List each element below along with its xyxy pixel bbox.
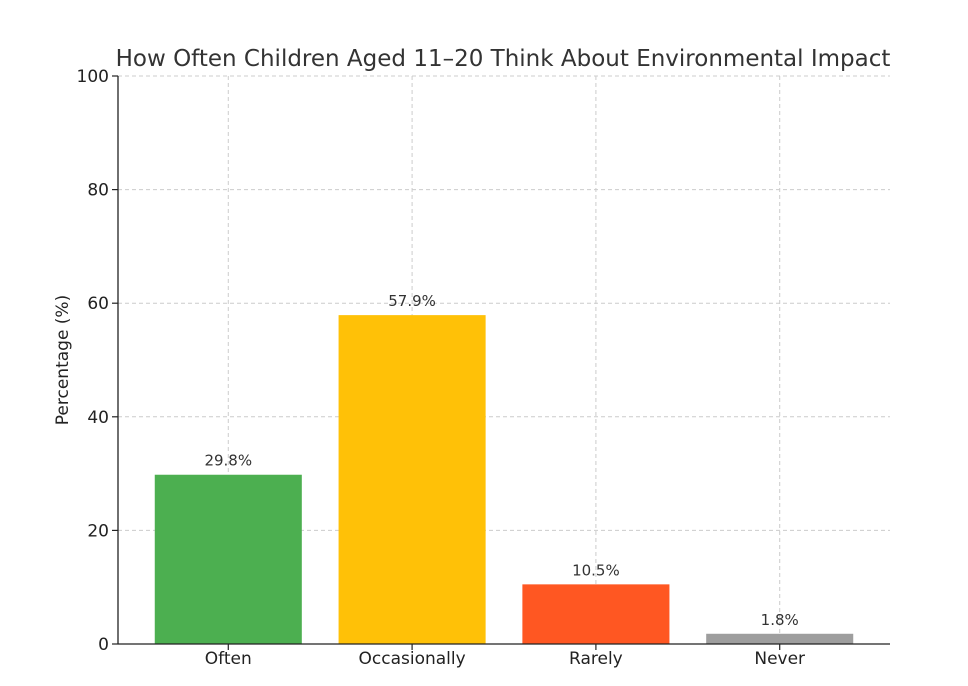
bar-rarely [522,584,670,644]
chart-title: How Often Children Aged 11–20 Think Abou… [116,46,891,72]
y-axis-label: Percentage (%) [53,295,73,425]
y-tick-label-20: 20 [87,521,109,541]
bar-occasionally [338,315,486,644]
y-axis-ticks: 0 20 40 60 80 100 [77,67,118,655]
x-tick-label-often: Often [205,649,252,669]
data-labels: 29.8% 57.9% 10.5% 1.8% [204,292,798,629]
axes [117,76,890,645]
x-tick-label-rarely: Rarely [569,649,623,669]
y-tick-label-80: 80 [87,181,109,201]
data-label-occasionally: 57.9% [388,292,436,310]
y-tick-label-0: 0 [98,635,109,655]
y-tick-label-60: 60 [87,294,109,314]
data-label-never: 1.8% [761,611,799,629]
data-label-rarely: 10.5% [572,561,620,579]
y-tick-label-100: 100 [77,67,109,87]
x-axis-ticks: Often Occasionally Rarely Never [205,644,805,669]
x-tick-label-occasionally: Occasionally [359,649,466,669]
x-tick-label-never: Never [754,649,805,669]
bars [154,315,854,644]
bar-often [154,474,302,644]
bar-never [706,633,854,644]
y-tick-label-40: 40 [87,408,109,428]
data-label-often: 29.8% [204,452,252,470]
